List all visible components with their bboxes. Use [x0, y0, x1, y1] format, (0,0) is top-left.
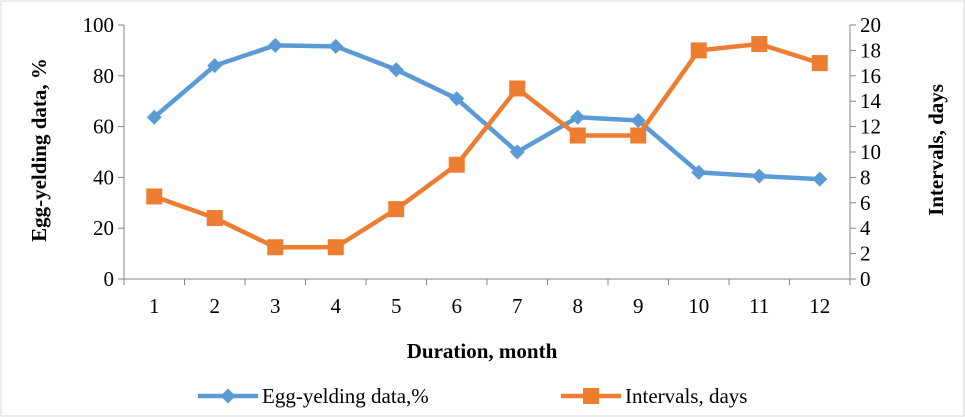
x-tick-label: 2 — [210, 294, 221, 318]
axes — [123, 25, 851, 280]
right-tick-label: 14 — [860, 89, 882, 113]
right-tick-label: 16 — [860, 64, 881, 88]
data-point — [146, 188, 163, 205]
x-tick-label: 12 — [809, 294, 830, 318]
right-tick-label: 18 — [860, 38, 881, 62]
series-layer — [146, 36, 828, 256]
x-axis-title: Duration, month — [407, 339, 558, 363]
data-point — [569, 127, 586, 144]
data-point — [448, 156, 465, 173]
left-tick-label: 100 — [83, 13, 115, 37]
data-point — [449, 91, 465, 107]
legend-marker — [220, 388, 236, 404]
right-tick-label: 2 — [860, 242, 871, 266]
right-tick-label: 6 — [860, 191, 871, 215]
series-2 — [146, 36, 828, 256]
x-tick-label: 1 — [149, 294, 160, 318]
data-point — [751, 36, 768, 53]
legend-label: Intervals, days — [625, 384, 747, 408]
left-tick-label: 20 — [93, 216, 114, 240]
data-point — [690, 42, 707, 59]
x-tick-label: 9 — [633, 294, 644, 318]
series-1 — [146, 37, 828, 187]
y2-axis-title: Intervals, days — [924, 84, 948, 216]
data-point — [509, 144, 525, 160]
data-point — [206, 210, 223, 227]
x-tick-label: 8 — [573, 294, 584, 318]
data-point — [570, 109, 586, 125]
right-tick-label: 8 — [860, 165, 871, 189]
legend-item-1: Egg-yelding data,% — [198, 384, 429, 408]
left-axis-ticks: 0 20 40 60 80 100 — [83, 13, 124, 291]
data-point — [328, 38, 344, 54]
x-axis-ticks: 1 2 3 4 5 6 7 8 9 10 11 12 — [123, 279, 851, 318]
data-point — [207, 58, 223, 74]
data-point — [751, 168, 767, 184]
x-tick-label: 5 — [391, 294, 402, 318]
left-tick-label: 0 — [104, 267, 115, 291]
left-tick-label: 60 — [93, 115, 114, 139]
data-point — [146, 109, 162, 125]
data-point — [509, 80, 526, 97]
x-tick-label: 7 — [512, 294, 523, 318]
x-tick-label: 11 — [749, 294, 769, 318]
data-point — [691, 164, 707, 180]
data-point — [811, 55, 828, 72]
data-point — [630, 113, 646, 129]
left-tick-label: 40 — [93, 165, 114, 189]
series-line — [153, 41, 821, 250]
data-point — [388, 62, 404, 78]
legend-marker — [583, 388, 599, 404]
legend: Egg-yelding data,% Intervals, days — [198, 384, 747, 408]
x-tick-label: 6 — [452, 294, 463, 318]
x-tick-label: 3 — [270, 294, 281, 318]
data-point — [388, 201, 405, 218]
data-point — [812, 171, 828, 187]
right-tick-label: 12 — [860, 115, 881, 139]
right-tick-label: 4 — [860, 216, 871, 240]
data-point — [267, 37, 283, 53]
x-tick-label: 10 — [688, 294, 709, 318]
legend-item-2: Intervals, days — [561, 384, 747, 408]
data-point — [630, 127, 647, 144]
data-point — [327, 239, 344, 256]
left-tick-label: 80 — [93, 64, 114, 88]
x-tick-label: 4 — [331, 294, 342, 318]
legend-label: Egg-yelding data,% — [262, 384, 429, 408]
data-point — [267, 239, 284, 256]
y-axis-title: Egg-yelding data, % — [27, 58, 51, 242]
right-tick-label: 10 — [860, 140, 881, 164]
right-tick-label: 20 — [860, 13, 881, 37]
right-tick-label: 0 — [860, 267, 871, 291]
